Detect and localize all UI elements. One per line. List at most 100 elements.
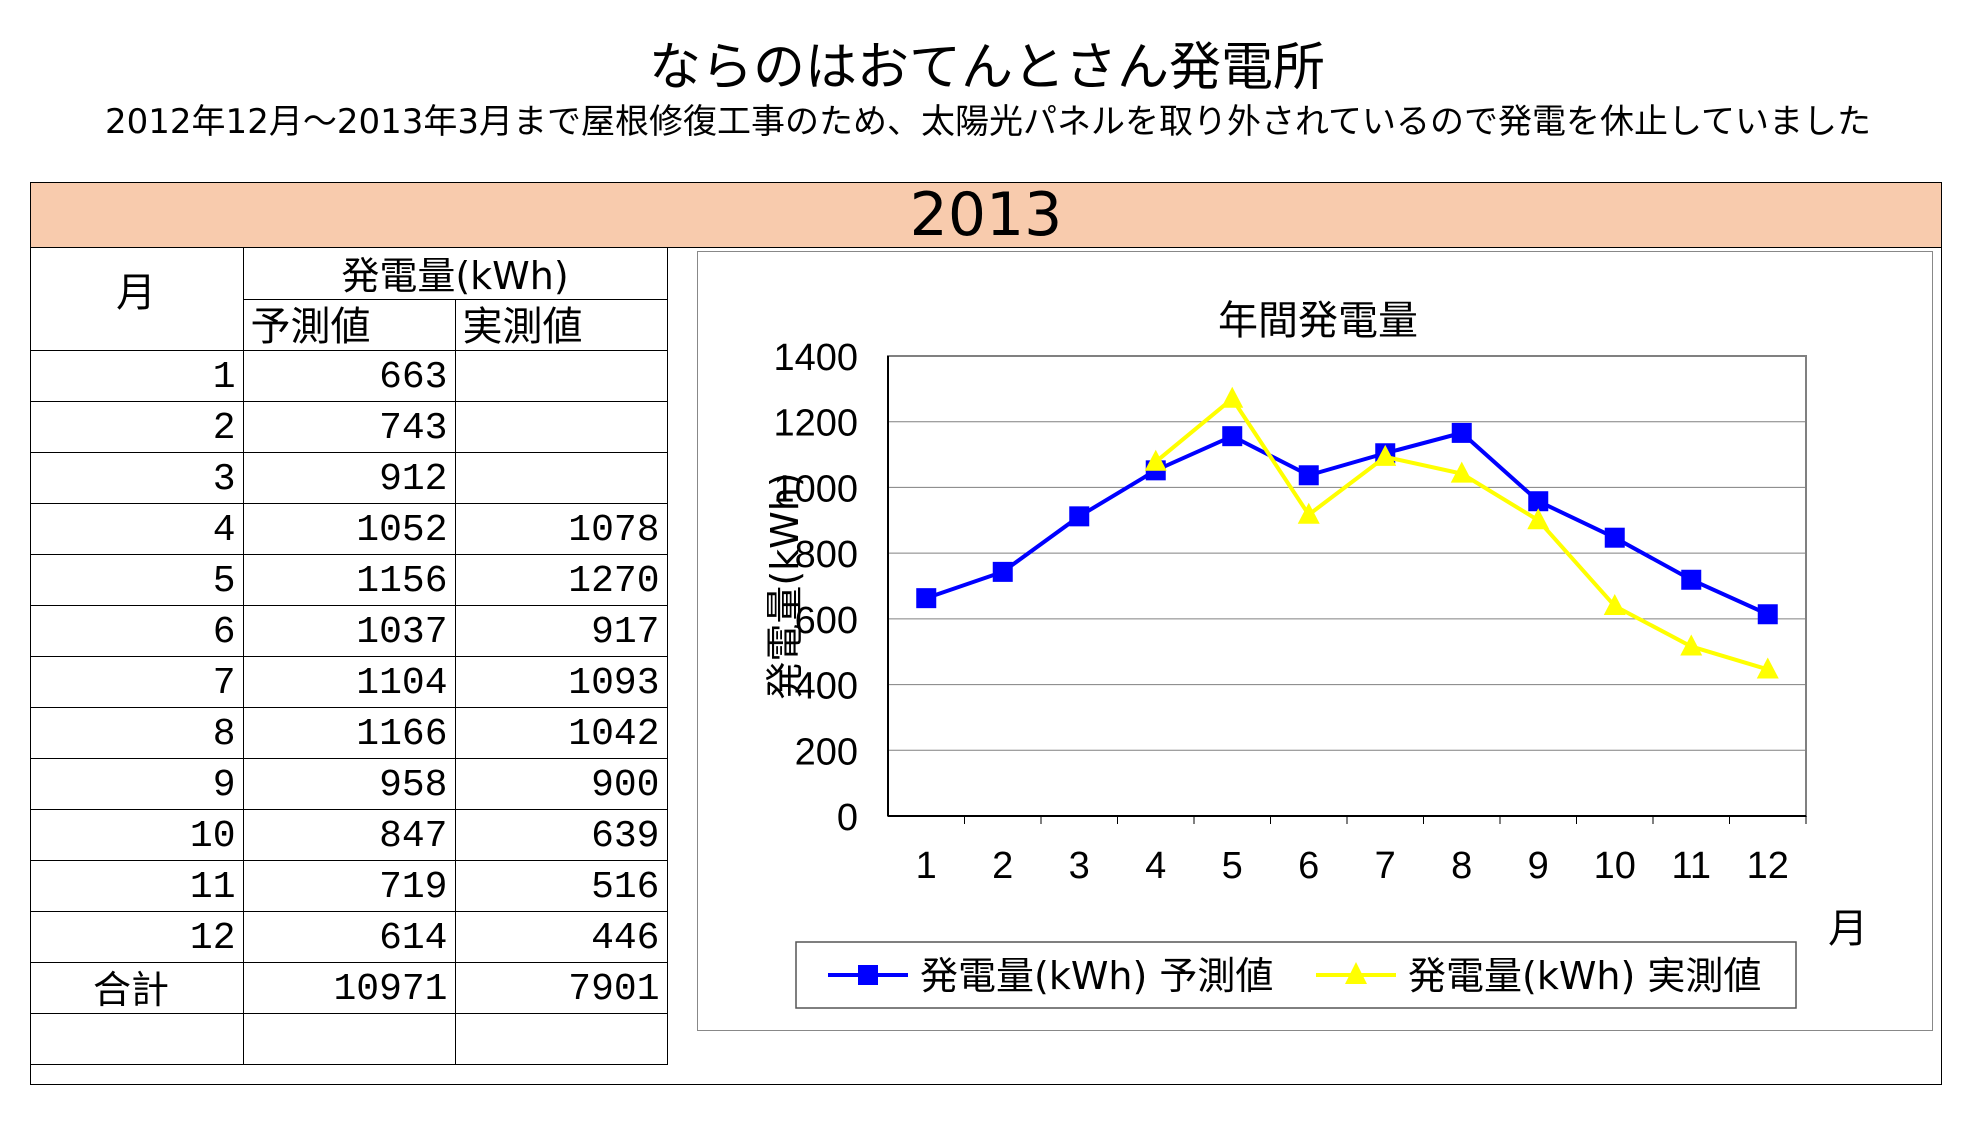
x-tick-label: 10 [1594,845,1636,887]
table-row: 9 958 900 [31,757,668,810]
forecast-cell: 719 [242,859,456,912]
y-tick-label: 1000 [773,468,858,510]
actual-cell: 1093 [454,655,668,708]
y-tick-label: 600 [795,600,858,642]
forecast-point [1069,506,1090,527]
forecast-cell: 958 [242,757,456,810]
actual-cell: 900 [454,757,668,810]
total-forecast: 10971 [242,961,456,1014]
generation-header: 発電量(kWh) [242,248,668,300]
forecast-cell: 743 [242,400,456,453]
forecast-cell: 847 [242,808,456,861]
forecast-point [1298,465,1319,486]
actual-point [1297,502,1320,524]
month-cell: 5 [31,553,244,606]
x-tick-label: 12 [1747,845,1789,887]
forecast-cell: 1104 [242,655,456,708]
x-axis-label: 月 [1828,906,1868,952]
actual-cell: 1270 [454,553,668,606]
legend-actual-label: 発電量(kWh) 実測値 [1408,954,1761,998]
actual-cell: 1042 [454,706,668,759]
chart-title: 年間発電量 [1218,298,1418,344]
table-row: 12 614 446 [31,910,668,963]
month-cell: 8 [31,706,244,759]
legend-actual-marker [1345,962,1367,984]
total-label: 合計 [31,961,244,1014]
month-cell: 4 [31,502,244,555]
page-subtitle: 2012年12月～2013年3月まで屋根修復工事のため、太陽光パネルを取り外され… [105,102,1871,142]
actual-point [1756,657,1779,679]
actual-point [1603,594,1626,616]
empty-cell [242,1012,456,1065]
table-row: 3 912 [31,451,668,504]
table-row: 11 719 516 [31,859,668,912]
table-row: 7 1104 1093 [31,655,668,708]
month-cell: 2 [31,400,244,453]
month-cell: 9 [31,757,244,810]
year-banner: 2013 [31,183,1941,248]
y-tick-label: 1400 [773,337,858,379]
table-row: 2 743 [31,400,668,453]
x-tick-label: 7 [1375,845,1396,887]
x-tick-label: 9 [1528,845,1549,887]
actual-header: 実測値 [454,298,668,351]
forecast-point [1681,569,1702,590]
x-tick-label: 3 [1069,845,1090,887]
table-row: 4 1052 1078 [31,502,668,555]
actual-cell: 446 [454,910,668,963]
actual-cell: 917 [454,604,668,657]
forecast-point [1451,422,1472,443]
forecast-cell: 912 [242,451,456,504]
generation-table: 月 発電量(kWh) 予測値 実測値 1 663 2 743 3 912 4 1052 1078… [31,248,668,1065]
forecast-point [1604,527,1625,548]
forecast-point [1757,604,1778,625]
x-tick-label: 5 [1222,845,1243,887]
empty-cell [454,1012,668,1065]
forecast-cell: 1156 [242,553,456,606]
actual-cell: 639 [454,808,668,861]
total-row: 合計 10971 7901 [31,961,668,1014]
table-row: 1 663 [31,349,668,402]
month-cell: 11 [31,859,244,912]
actual-point [1450,461,1473,483]
table-row: 6 1037 917 [31,604,668,657]
y-tick-label: 1200 [773,403,858,445]
x-tick-label: 2 [992,845,1013,887]
plot-area [887,355,1807,817]
actual-point [1527,508,1550,530]
y-tick-label: 0 [837,797,858,839]
month-cell: 1 [31,349,244,402]
table-row: 10 847 639 [31,808,668,861]
y-axis-label: 発電量(kWh) [763,472,807,699]
actual-cell [454,349,668,402]
actual-cell [454,451,668,504]
month-cell: 7 [31,655,244,708]
x-tick-label: 4 [1145,845,1166,887]
page-title: ならのはおてんとさん発電所 [648,38,1325,98]
report-panel: 2013 月 発電量(kWh) 予測値 実測値 1 663 2 743 3 912 4 105… [30,182,1942,1085]
forecast-point [1222,426,1243,447]
forecast-point [916,588,937,609]
forecast-point [1528,491,1549,512]
actual-cell [454,400,668,453]
month-cell: 10 [31,808,244,861]
x-tick-label: 1 [916,845,937,887]
table-row: 8 1166 1042 [31,706,668,759]
x-tick-label: 6 [1298,845,1319,887]
forecast-cell: 1052 [242,502,456,555]
table-row: 5 1156 1270 [31,553,668,606]
forecast-point [992,561,1013,582]
month-cell: 12 [31,910,244,963]
legend-forecast-marker [858,965,878,985]
y-tick-label: 400 [795,666,858,708]
month-header: 月 [31,248,244,351]
legend-box [795,941,1797,1009]
actual-cell: 516 [454,859,668,912]
actual-point [1144,449,1167,471]
actual-cell: 1078 [454,502,668,555]
legend-forecast-label: 発電量(kWh) 予測値 [920,954,1273,998]
empty-cell [31,1012,244,1065]
y-tick-label: 200 [795,731,858,773]
forecast-cell: 663 [242,349,456,402]
